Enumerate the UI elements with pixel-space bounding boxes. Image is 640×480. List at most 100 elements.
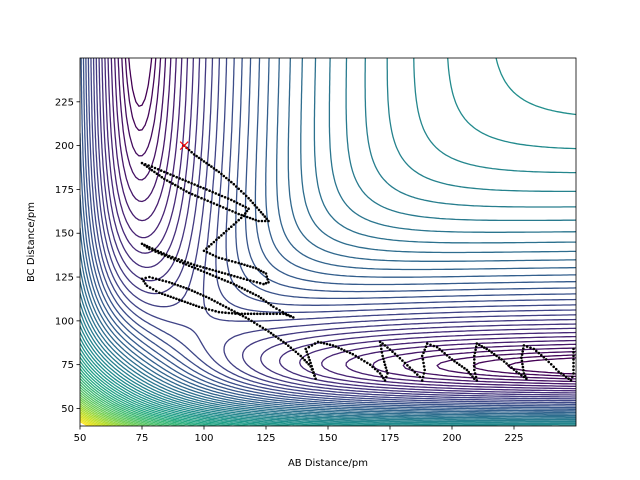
trajectory-point [510,366,513,369]
contour-level [80,364,233,426]
trajectory-point [244,212,247,215]
trajectory-point [337,346,340,350]
trajectory-point [380,374,384,378]
trajectory-point [259,210,263,214]
trajectory-point [240,213,243,217]
contour-level [98,58,576,396]
trajectory-point [230,308,233,312]
trajectory-point [328,343,332,347]
trajectory-point [259,269,263,273]
trajectory-point [218,204,222,208]
trajectory-point [351,352,355,356]
trajectory-point [155,172,159,175]
trajectory-point [232,182,236,186]
trajectory-point [354,354,358,358]
trajectory-point [241,314,245,318]
trajectory-point [205,271,209,275]
trajectory-point [378,372,382,375]
trajectory-point [145,246,149,249]
trajectory-point [269,303,273,307]
contour-lines [80,58,576,426]
trajectory-point [148,286,152,289]
trajectory-point [182,286,185,289]
trajectory-point [217,236,221,239]
trajectory-point [202,294,205,297]
trajectory-point [143,244,146,247]
trajectory-point [144,163,147,166]
y-tick-label: 125 [55,273,74,284]
trajectory-point [312,371,315,374]
trajectory-point [490,351,494,354]
trajectory-point [258,281,262,285]
trajectory-point [382,376,385,380]
trajectory-point [148,247,151,251]
trajectory-point [245,278,249,282]
trajectory-point [179,187,183,190]
trajectory-point [259,296,263,300]
trajectory-point [422,365,426,368]
contour-level [80,58,576,425]
trajectory-point [215,238,218,242]
trajectory-point [319,341,323,344]
trajectory-point [151,276,154,280]
trajectory-point [169,295,172,299]
trajectory-point [234,211,237,214]
trajectory-point [422,361,425,365]
trajectory-point [239,216,243,220]
trajectory-point [368,363,372,367]
trajectory-point [450,358,454,361]
trajectory-point [190,192,194,196]
trajectory-point [411,368,414,372]
trajectory-point [309,361,312,365]
trajectory-point [227,307,231,310]
trajectory-point [386,346,389,349]
trajectory-point [473,377,476,381]
trajectory-point [307,363,311,366]
trajectory-point [567,377,570,381]
trajectory-point [562,373,565,377]
y-tick-label: 225 [55,97,74,108]
trajectory-point [455,361,459,365]
trajectory-point [380,351,384,354]
trajectory-point [158,278,161,282]
trajectory-point [251,292,255,295]
trajectory-point [423,368,427,372]
trajectory-point [200,196,203,200]
trajectory-point [206,199,209,203]
trajectory-point [190,150,193,154]
trajectory-point [540,353,543,357]
contour-level [80,389,157,426]
trajectory-point [154,250,157,253]
trajectory-point [257,208,261,212]
trajectory-point [251,201,255,205]
trajectory-point [263,219,267,223]
trajectory-point [265,275,269,278]
trajectory-point [258,324,262,328]
trajectory-point [238,285,241,289]
trajectory-point [192,153,196,156]
trajectory-point [251,217,255,221]
trajectory-point [266,278,270,281]
trajectory-point [221,206,225,209]
trajectory-point [243,263,246,267]
trajectory-point [343,349,346,352]
trajectory-point [525,345,529,348]
contour-level [101,58,576,394]
trajectory-point [422,372,426,375]
trajectory-point [438,347,441,351]
trajectory-point [220,172,223,176]
trajectory-point [383,344,387,347]
trajectory-point [214,255,218,258]
trajectory-point [473,372,477,375]
trajectory-point [145,284,149,288]
trajectory-point [425,342,429,345]
trajectory-point [294,350,298,354]
y-axis-ticks: 50 75 100 125 150 175 200 225 [55,97,80,415]
trajectory-point [177,298,181,302]
trajectory-point [220,257,224,260]
contour-level [85,58,576,405]
trajectory-point [262,270,265,274]
trajectory-point [262,282,265,286]
trajectory-point [284,342,288,345]
trajectory-point [497,356,501,360]
